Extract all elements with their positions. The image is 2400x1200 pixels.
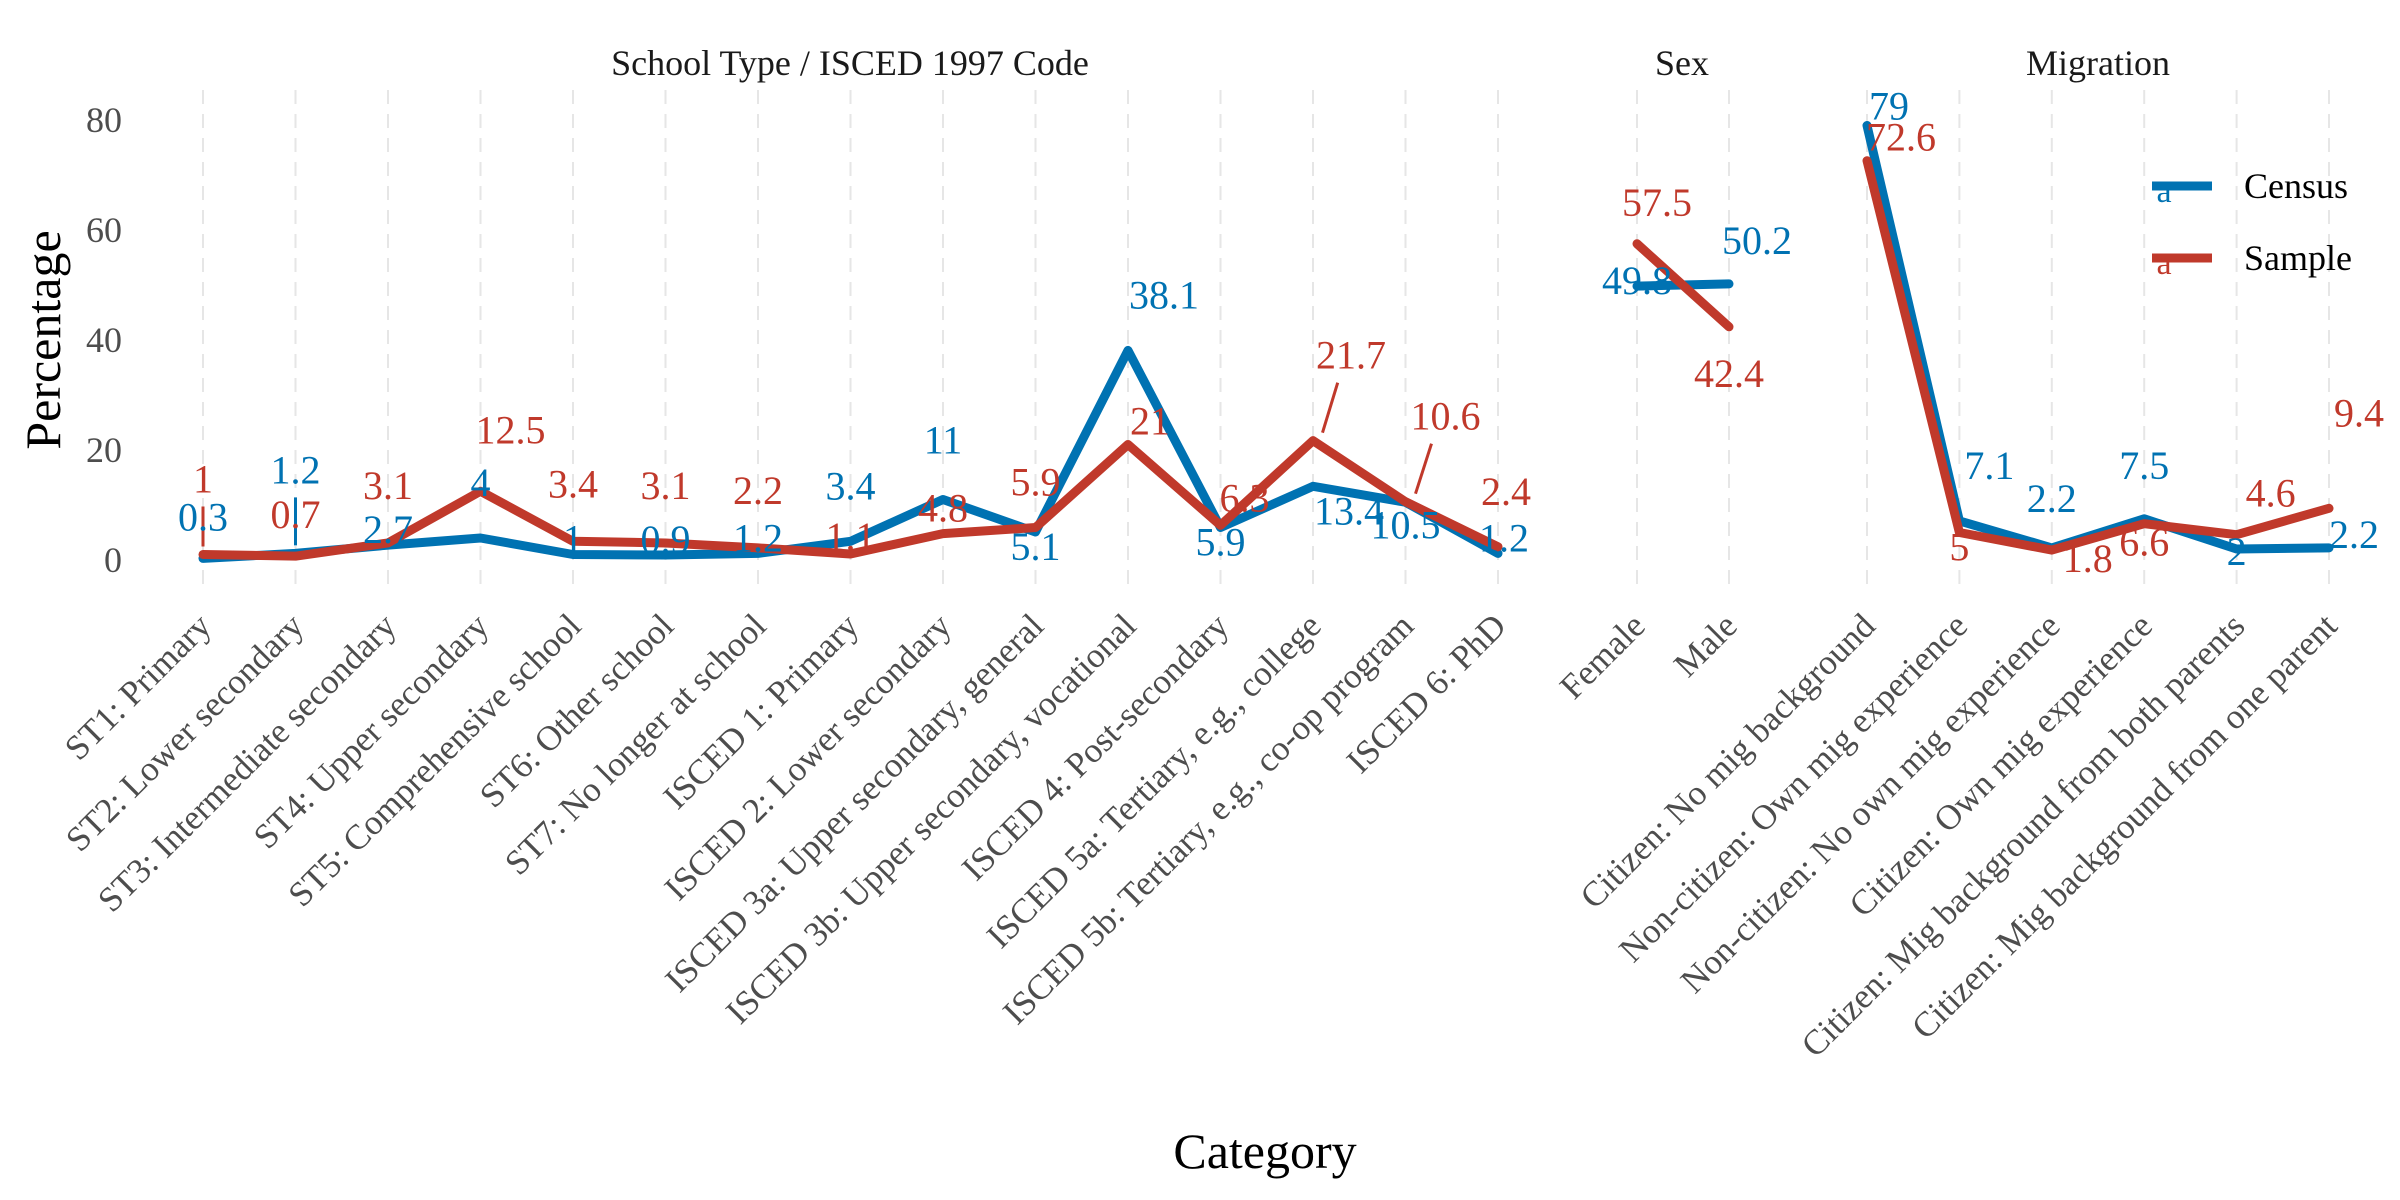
x-tick-label: ISCED 6: PhD	[1339, 606, 1514, 781]
x-tick-label: Female	[1552, 606, 1652, 706]
data-label-sample: 72.6	[1866, 115, 1936, 160]
data-label-sample: 3.1	[363, 463, 413, 508]
data-label-census: 2.7	[363, 507, 413, 552]
series-line-sample	[1632, 239, 1734, 332]
label-leader	[1414, 443, 1433, 495]
data-label-sample: 6.3	[1220, 475, 1270, 520]
data-label-census: 7.5	[2119, 443, 2169, 488]
series-line-sample	[1862, 156, 2334, 555]
panel-title: Migration	[2026, 43, 2170, 83]
legend-key-glyph: a	[2156, 245, 2171, 282]
data-label-sample: 5	[1949, 525, 1969, 570]
data-label-census: 79	[1869, 84, 1909, 129]
data-label-sample: 1	[193, 457, 213, 502]
legend-key-glyph: a	[2156, 173, 2171, 210]
data-label-census: 10.5	[1371, 502, 1441, 547]
y-tick-label: 80	[86, 100, 122, 140]
data-label-census: 5.9	[1196, 520, 1246, 565]
series-line-census	[198, 345, 1503, 563]
data-label-sample: 2.2	[733, 468, 783, 513]
y-axis-title: Percentage	[15, 230, 71, 449]
data-label-sample: 57.5	[1622, 180, 1692, 225]
y-tick-label: 60	[86, 210, 122, 250]
series-lines	[198, 121, 2334, 563]
legend: a Census a Sample	[2152, 166, 2352, 282]
data-label-sample: 6.6	[2119, 520, 2169, 565]
data-label-census: 1	[563, 517, 583, 562]
data-label-census: 3.4	[826, 463, 876, 508]
y-tick-label: 20	[86, 430, 122, 470]
data-label-census: 2.2	[2329, 512, 2379, 557]
data-label-census: 5.1	[1011, 524, 1061, 569]
data-label-census: 0.9	[641, 517, 691, 562]
legend-label: Sample	[2244, 238, 2352, 278]
data-label-sample: 4.6	[2246, 471, 2296, 516]
data-label-sample: 0.7	[271, 492, 321, 537]
x-tick-label: Male	[1666, 606, 1744, 684]
y-axis-ticks: 0 20 40 60 80	[86, 100, 122, 580]
series-line-sample	[198, 436, 1503, 561]
data-label-sample: 2.4	[1481, 469, 1531, 514]
data-label-sample: 1.8	[2063, 536, 2113, 581]
data-label-census: 1.2	[271, 447, 321, 492]
data-label-census: 1.2	[733, 515, 783, 560]
data-label-sample: 9.4	[2334, 390, 2384, 435]
data-label-sample: 10.6	[1411, 394, 1481, 439]
data-labels: 0.31.22.741 0.9 1.23.4115.138.15.913.410.5…	[178, 84, 2384, 582]
data-label-sample: 1.1	[826, 514, 876, 559]
data-label-sample: 21	[1130, 399, 1170, 444]
label-leader	[1321, 382, 1340, 434]
data-label-census: 2	[2227, 529, 2247, 574]
data-label-census: 7.1	[1964, 443, 2014, 488]
data-label-census: 50.2	[1722, 218, 1792, 263]
legend-label: Census	[2244, 166, 2348, 206]
x-tick-label: ISCED 5a: Tertiary, e.g., college	[979, 606, 1329, 956]
data-label-sample: 4.8	[918, 486, 968, 531]
panel-title: Sex	[1655, 43, 1709, 83]
data-label-sample: 42.4	[1694, 351, 1764, 396]
data-label-census: 1.2	[1479, 515, 1529, 560]
data-label-census: 2.2	[2027, 476, 2077, 521]
y-tick-label: 0	[104, 540, 122, 580]
x-tick-label: Citizen: Mig background from one parent	[1904, 606, 2345, 1047]
data-label-sample: 3.1	[641, 463, 691, 508]
panel-title: School Type / ISCED 1997 Code	[611, 43, 1089, 83]
x-axis-title: Category	[1173, 1123, 1356, 1179]
data-label-sample: 21.7	[1316, 333, 1386, 378]
data-label-census: 4	[471, 460, 491, 505]
data-label-sample: 5.9	[1011, 460, 1061, 505]
panel-titles: School Type / ISCED 1997 Code Sex Migratio…	[611, 43, 2170, 83]
data-label-census: 0.3	[178, 494, 228, 539]
y-tick-label: 40	[86, 320, 122, 360]
label-leader-lines	[201, 382, 1433, 547]
data-label-sample: 3.4	[548, 461, 598, 506]
data-label-census: 11	[924, 418, 963, 463]
data-label-census: 49.8	[1602, 258, 1672, 303]
data-label-sample: 12.5	[476, 407, 546, 452]
data-label-census: 13.4	[1314, 488, 1384, 533]
data-label-census: 38.1	[1129, 272, 1199, 317]
